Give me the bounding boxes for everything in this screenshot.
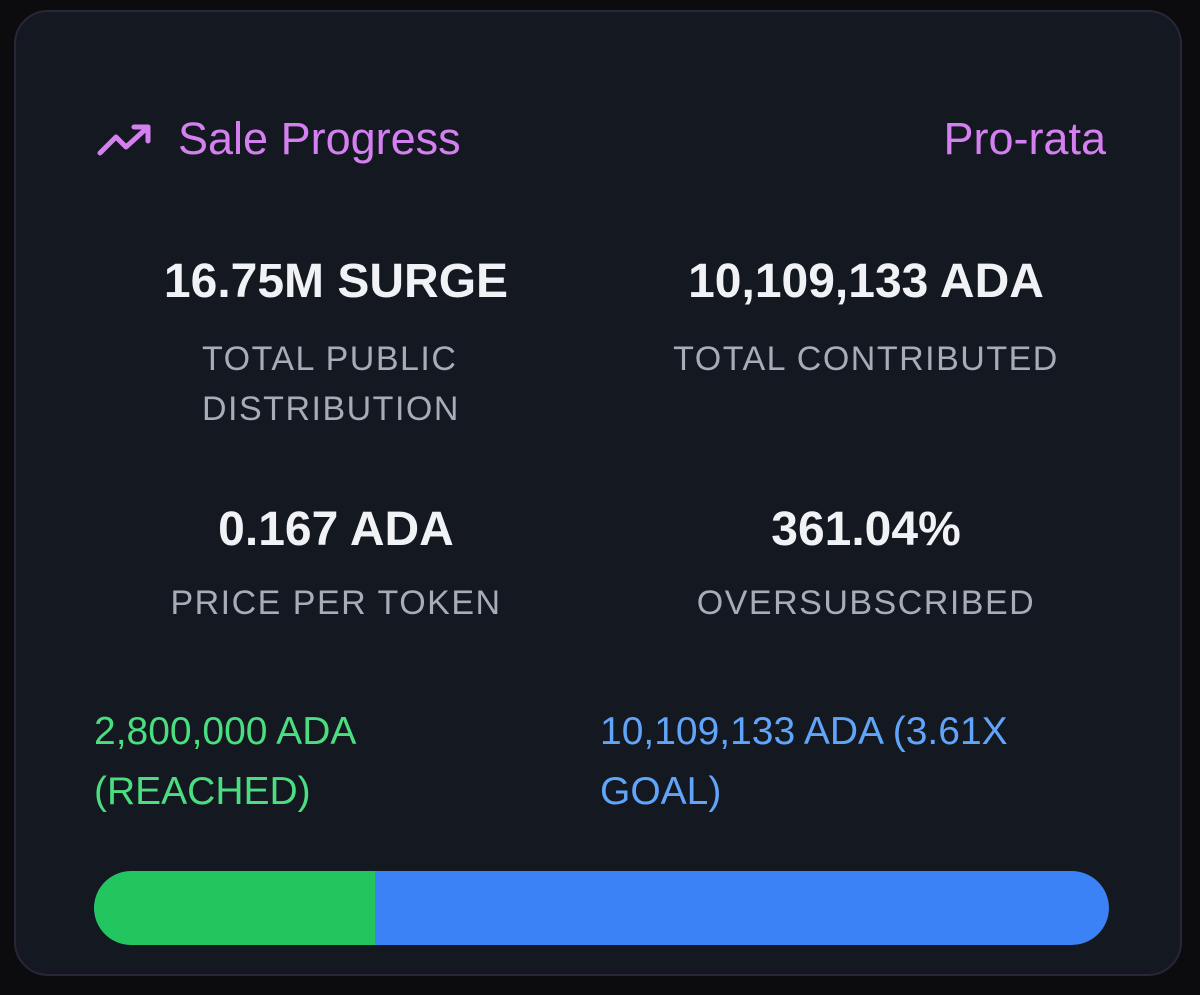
total-contributed-label: TOTAL CONTRIBUTED [673,340,1059,378]
total-contributed-value: 10,109,133 ADA [688,255,1044,308]
sale-progress-title: Sale Progress [178,113,461,164]
trending-up-icon [96,119,156,159]
goal-total-line1: 10,109,133 ADA (3.61X [600,710,1008,753]
sale-progress-card: Sale Progress Pro-rata 16.75M SURGE TOTA… [14,10,1182,976]
goal-total-line2: GOAL) [600,770,722,813]
goal-reached-line2: (REACHED) [94,770,311,813]
price-per-token-label: PRICE PER TOKEN [170,584,502,622]
goal-reached-line1: 2,800,000 ADA [94,710,357,753]
progress-fill-goal [94,871,376,945]
total-public-distribution-label: TOTAL PUBLIC DISTRIBUTION [202,334,460,434]
header-title-group: Sale Progress [96,113,461,165]
progress-bar [94,871,1109,945]
goal-total-text: 10,109,133 ADA (3.61X GOAL) [600,702,1008,822]
oversubscribed-value: 361.04% [771,503,961,556]
total-public-distribution-label-line1: TOTAL PUBLIC [202,340,458,378]
oversubscribed-label: OVERSUBSCRIBED [696,584,1036,622]
card-header: Sale Progress Pro-rata [96,104,1106,174]
price-per-token-value: 0.167 ADA [218,503,454,556]
total-public-distribution-value: 16.75M SURGE [163,255,509,308]
sale-type-label: Pro-rata [943,113,1106,164]
goal-reached-text: 2,800,000 ADA (REACHED) [94,702,356,822]
total-public-distribution-label-line2: DISTRIBUTION [202,390,460,428]
